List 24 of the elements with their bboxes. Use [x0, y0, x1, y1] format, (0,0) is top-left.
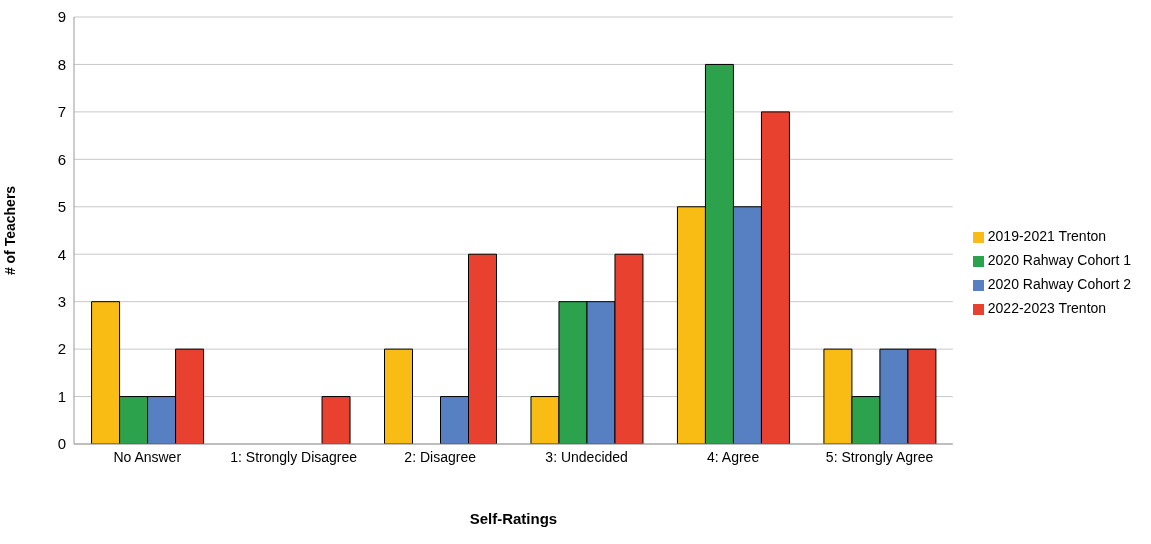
x-tick-label: No Answer — [113, 448, 182, 465]
x-tick-label: 3: Undecided — [545, 448, 628, 465]
y-tick-label: 7 — [57, 103, 66, 121]
bar — [321, 396, 351, 444]
y-tick-label: 9 — [57, 8, 66, 26]
y-tick-label: 4 — [57, 245, 66, 263]
y-tick-label: 3 — [57, 292, 66, 310]
legend-label: 2022-2023 Trenton — [987, 300, 1107, 316]
legend-label: 2020 Rahway Cohort 2 — [987, 276, 1131, 292]
legend-label: 2019-2021 Trenton — [987, 228, 1107, 244]
y-axis-title: # of Teachers — [1, 185, 18, 276]
x-tick-label: 2: Disagree — [404, 448, 477, 465]
y-tick-label: 0 — [57, 435, 66, 453]
y-tick-label: 8 — [57, 55, 66, 73]
x-tick-label: 4: Agree — [707, 448, 760, 465]
y-tick-label: 1 — [57, 387, 66, 405]
bar — [384, 348, 414, 444]
x-axis-title: Self-Ratings — [469, 510, 558, 527]
y-tick-label: 5 — [57, 198, 66, 216]
y-tick-label: 2 — [57, 340, 66, 358]
x-tick-label: 1: Strongly Disagree — [230, 448, 358, 465]
legend-label: 2020 Rahway Cohort 1 — [987, 252, 1131, 268]
y-tick-label: 6 — [57, 150, 66, 168]
x-tick-label: 5: Strongly Agree — [825, 448, 934, 465]
